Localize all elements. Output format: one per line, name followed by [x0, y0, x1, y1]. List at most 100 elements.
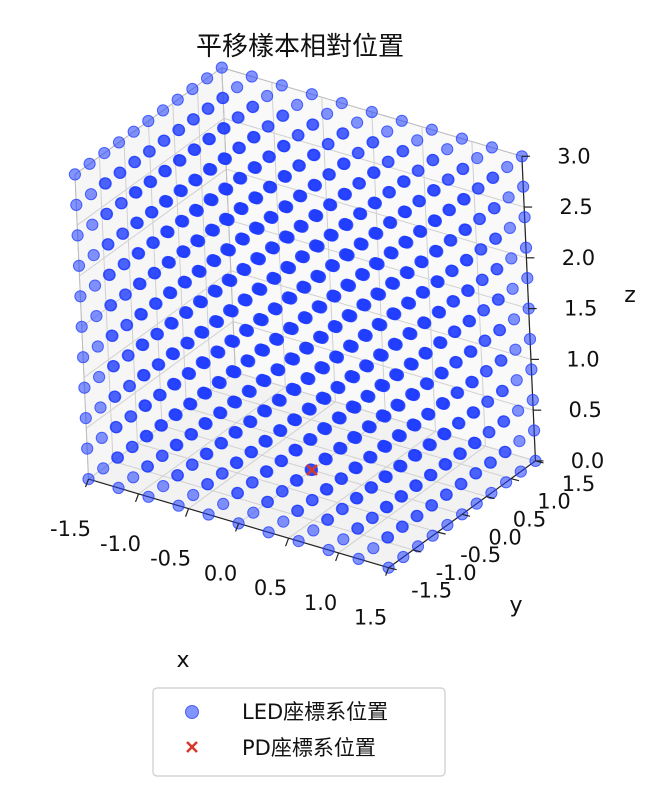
led-point	[351, 522, 364, 535]
led-point	[396, 144, 409, 158]
led-point	[254, 343, 267, 356]
led-point	[190, 234, 203, 247]
led-point	[245, 476, 258, 489]
led-point	[146, 236, 159, 249]
led-point	[411, 134, 424, 147]
led-point	[397, 550, 410, 564]
led-point	[237, 293, 250, 306]
led-point	[201, 478, 214, 491]
led-point	[188, 203, 202, 216]
led-point	[261, 120, 274, 133]
led-point	[137, 368, 150, 382]
led-point	[450, 386, 463, 399]
led-point	[247, 161, 260, 174]
led-point	[512, 404, 525, 417]
led-point	[365, 105, 378, 119]
led-point	[353, 237, 366, 250]
led-point	[277, 515, 290, 528]
led-point	[132, 277, 146, 290]
led-point	[194, 325, 207, 338]
led-point	[381, 155, 394, 168]
led-point	[233, 202, 246, 215]
led-point	[525, 363, 538, 376]
led-point	[426, 153, 439, 166]
led-point	[201, 72, 214, 85]
tick-mark	[235, 523, 240, 532]
led-point	[353, 207, 366, 220]
led-point	[491, 293, 504, 306]
led-point	[125, 440, 138, 453]
y-tick-label: -0.5	[460, 543, 501, 567]
led-point	[526, 393, 539, 407]
led-point	[487, 202, 500, 215]
led-point	[225, 365, 238, 378]
led-point	[207, 284, 220, 297]
led-point	[127, 471, 140, 484]
led-point	[109, 420, 122, 434]
led-point	[307, 524, 320, 537]
led-point	[281, 291, 294, 304]
led-point	[343, 339, 356, 352]
led-point	[394, 490, 407, 503]
led-point	[356, 298, 369, 311]
led-point	[411, 540, 425, 553]
led-point	[101, 238, 114, 251]
led-point	[135, 338, 148, 351]
led-point	[470, 497, 483, 510]
z-tick-label: 1.0	[566, 347, 599, 371]
led-point	[165, 347, 178, 360]
led-point	[264, 241, 278, 254]
led-point	[497, 415, 510, 428]
led-point	[474, 243, 487, 256]
led-point	[507, 313, 521, 326]
led-point	[112, 481, 125, 494]
led-point	[199, 447, 212, 460]
x-tick-label: -0.5	[150, 547, 191, 571]
grid-line-z-left	[79, 168, 227, 277]
led-point	[261, 89, 274, 103]
led-point	[116, 227, 129, 240]
led-point	[277, 169, 290, 183]
led-point	[299, 341, 312, 354]
led-point	[74, 290, 87, 303]
led-point	[322, 168, 335, 181]
led-point	[337, 187, 350, 200]
led-point	[321, 513, 334, 526]
tick-mark	[510, 478, 520, 482]
led-point	[68, 168, 82, 181]
led-point	[112, 136, 126, 149]
led-point	[311, 300, 324, 313]
led-point	[186, 82, 199, 96]
led-point	[86, 218, 99, 231]
led-point	[188, 173, 201, 186]
pd-point	[306, 464, 318, 476]
led-point	[494, 354, 507, 367]
led-point	[431, 305, 444, 318]
led-point	[228, 425, 241, 439]
led-point	[77, 351, 90, 364]
y-tick-label: 0.0	[488, 525, 521, 549]
led-point	[206, 254, 219, 267]
led-point	[467, 436, 481, 449]
led-point	[335, 502, 348, 515]
led-point	[255, 373, 268, 386]
grid-line-z-left	[85, 321, 234, 429]
led-point	[425, 123, 438, 136]
x-tick-label: 1.0	[304, 591, 337, 615]
led-point	[169, 438, 182, 451]
led-point	[95, 431, 108, 444]
led-point	[459, 253, 472, 266]
led-point	[262, 180, 276, 193]
led-point	[425, 499, 438, 512]
led-point	[127, 125, 140, 138]
led-point	[471, 182, 484, 195]
led-point	[261, 495, 274, 508]
z-tick-label: 2.0	[562, 246, 595, 270]
led-point	[386, 307, 399, 320]
led-point	[437, 427, 450, 440]
led-point	[217, 497, 230, 510]
led-point	[117, 257, 130, 271]
led-point	[385, 276, 398, 289]
led-point	[187, 488, 200, 502]
led-point	[502, 191, 515, 204]
